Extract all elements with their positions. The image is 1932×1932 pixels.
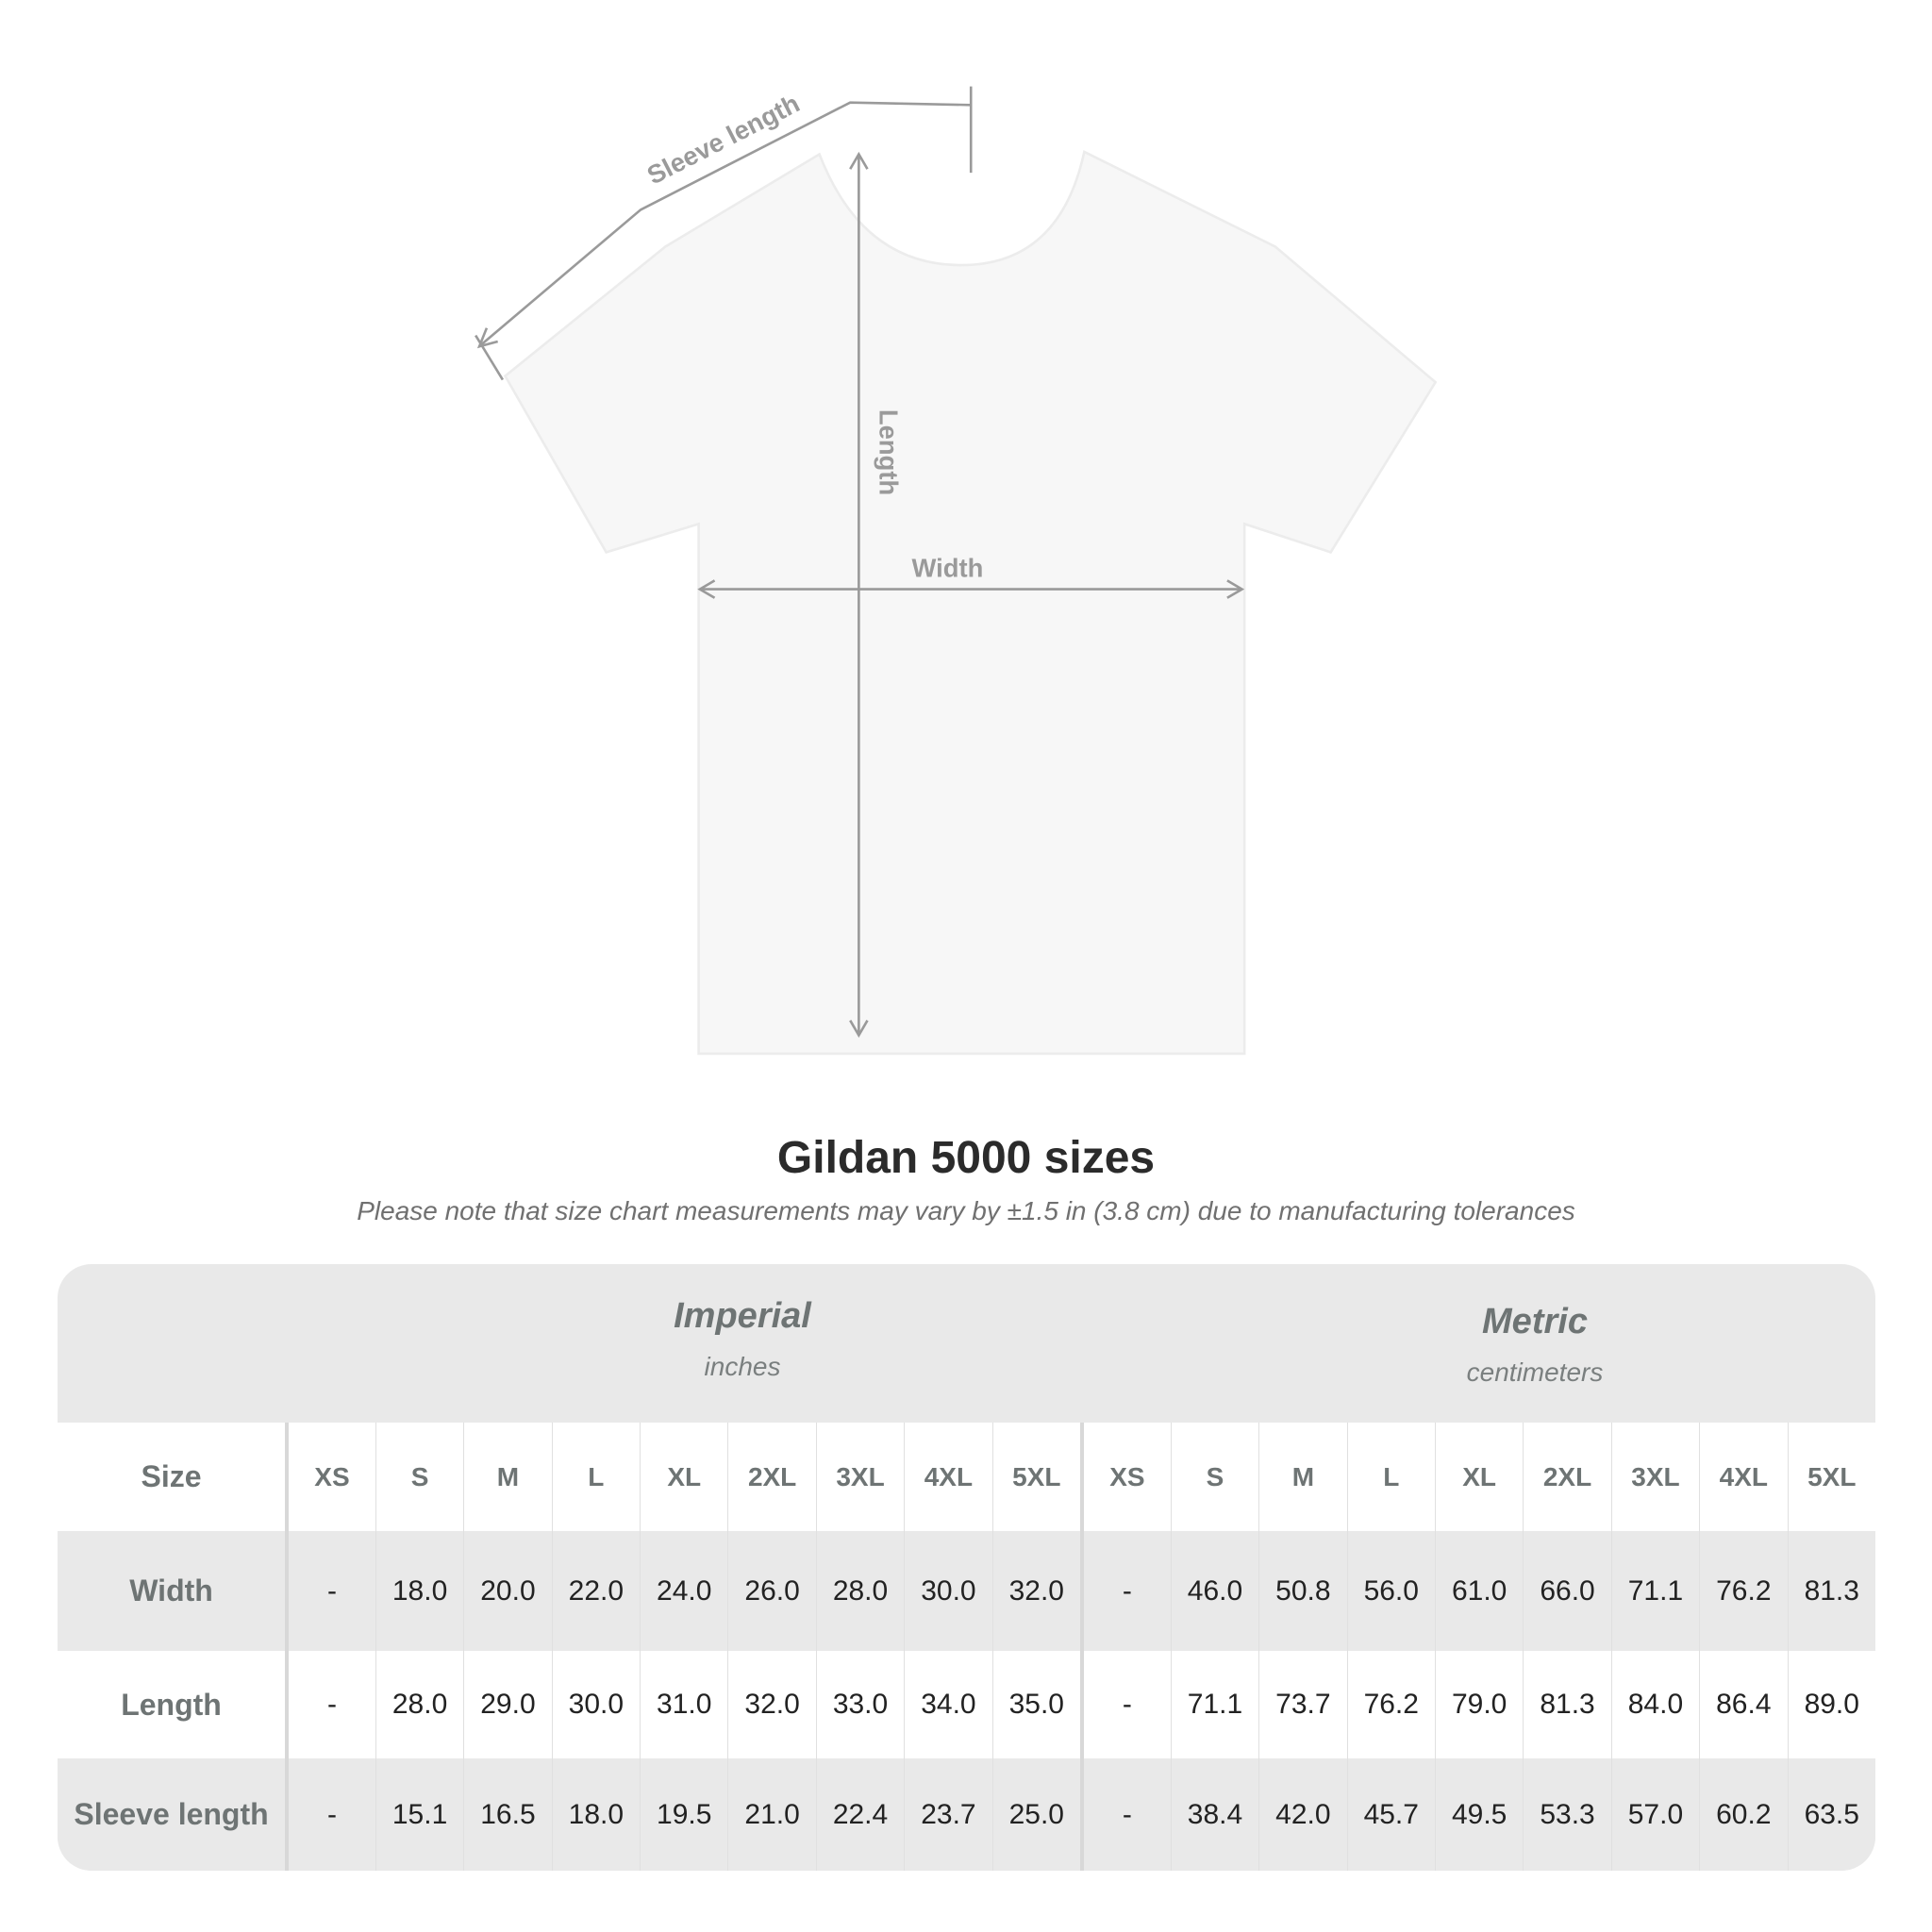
metric-cell: 71.1: [1610, 1531, 1700, 1651]
imperial-cell: 34.0: [904, 1651, 993, 1758]
imperial-cell: 22.4: [815, 1758, 905, 1871]
imperial-header: Imperial inches: [346, 1296, 1139, 1382]
imperial-cell: 23.7: [904, 1758, 993, 1871]
size-header-row: Size XS S M L XL 2XL 3XL 4XL 5XL XS S M L XL 2XL 3XL 4XL 5…: [58, 1423, 1875, 1531]
imperial-cell: 22.0: [551, 1531, 641, 1651]
table-row: Length -28.0 29.0 30.0 31.0 32.0 33.0 34.0 35.0-…: [58, 1651, 1875, 1758]
imperial-cell: 26.0: [727, 1531, 817, 1651]
imperial-cell: 32.0: [727, 1651, 817, 1758]
metric-cell: 53.3: [1523, 1758, 1612, 1871]
metric-cell: 73.7: [1258, 1651, 1348, 1758]
metric-cell: -: [1079, 1531, 1172, 1651]
imperial-cell: 19.5: [640, 1758, 728, 1871]
metric-title: Metric: [1482, 1302, 1588, 1341]
imperial-cell: 18.0: [551, 1758, 641, 1871]
metric-cell: 76.2: [1699, 1531, 1789, 1651]
imperial-cell: 15.1: [375, 1758, 464, 1871]
imperial-cell: 28.0: [815, 1531, 905, 1651]
imperial-cell: 21.0: [727, 1758, 817, 1871]
size-table: Imperial inches Metric centimeters Size X…: [58, 1264, 1875, 1871]
metric-cell: 57.0: [1610, 1758, 1700, 1871]
imperial-cell: -: [286, 1651, 376, 1758]
imperial-cell: 33.0: [815, 1651, 905, 1758]
metric-cell: 81.3: [1523, 1651, 1612, 1758]
imperial-size-4xl: 4XL: [904, 1423, 993, 1531]
size-header-label: Size: [58, 1423, 290, 1531]
imperial-cell: 31.0: [640, 1651, 728, 1758]
metric-cell: 86.4: [1699, 1651, 1789, 1758]
imperial-cell: 30.0: [551, 1651, 641, 1758]
metric-cell: 61.0: [1434, 1531, 1524, 1651]
row-label: Sleeve length: [58, 1758, 290, 1871]
imperial-cell: -: [286, 1531, 376, 1651]
imperial-cell: 25.0: [991, 1758, 1082, 1871]
size-grid: Size XS S M L XL 2XL 3XL 4XL 5XL XS S M L XL 2XL 3XL 4XL 5…: [58, 1423, 1875, 1871]
metric-cell: 45.7: [1346, 1758, 1436, 1871]
imperial-size-l: L: [551, 1423, 641, 1531]
table-row: Width -18.0 20.0 22.0 24.0 26.0 28.0 30.0 32.0-4…: [58, 1531, 1875, 1651]
imperial-size-xl: XL: [640, 1423, 728, 1531]
metric-size-2xl: 2XL: [1523, 1423, 1612, 1531]
metric-cell: 76.2: [1346, 1651, 1436, 1758]
sleeve-length-arrow: [479, 101, 972, 346]
metric-cell: 66.0: [1523, 1531, 1612, 1651]
metric-cell: 89.0: [1787, 1651, 1875, 1758]
metric-cell: 81.3: [1787, 1531, 1875, 1651]
imperial-unit: inches: [704, 1352, 781, 1381]
metric-unit: centimeters: [1466, 1357, 1604, 1387]
chart-title: Gildan 5000 sizes: [776, 1133, 1156, 1183]
metric-size-l: L: [1346, 1423, 1436, 1531]
metric-size-m: M: [1258, 1423, 1348, 1531]
row-label: Length: [58, 1651, 290, 1758]
length-label: Length: [874, 409, 904, 495]
table-row: Sleeve length -15.1 16.5 18.0 19.5 21.0 22.4 23…: [58, 1758, 1875, 1871]
metric-cell: 84.0: [1610, 1651, 1700, 1758]
imperial-title: Imperial: [674, 1296, 811, 1336]
imperial-cell: 24.0: [640, 1531, 728, 1651]
imperial-size-3xl: 3XL: [815, 1423, 905, 1531]
metric-cell: 49.5: [1434, 1758, 1524, 1871]
imperial-cell: 32.0: [991, 1531, 1082, 1651]
imperial-cell: 28.0: [375, 1651, 464, 1758]
metric-cell: 42.0: [1258, 1758, 1348, 1871]
metric-cell: -: [1079, 1758, 1172, 1871]
imperial-size-m: M: [463, 1423, 553, 1531]
imperial-size-2xl: 2XL: [727, 1423, 817, 1531]
tshirt-diagram: Sleeve length Length Width: [475, 86, 1438, 1056]
imperial-cell: -: [286, 1758, 376, 1871]
metric-cell: 56.0: [1346, 1531, 1436, 1651]
metric-size-5xl: 5XL: [1787, 1423, 1875, 1531]
imperial-cell: 16.5: [463, 1758, 553, 1871]
metric-cell: 46.0: [1170, 1531, 1259, 1651]
tshirt-shape: [503, 149, 1438, 1056]
metric-size-xs: XS: [1079, 1423, 1172, 1531]
metric-cell: 50.8: [1258, 1531, 1348, 1651]
metric-cell: 60.2: [1699, 1758, 1789, 1871]
imperial-cell: 20.0: [463, 1531, 553, 1651]
imperial-cell: 18.0: [375, 1531, 464, 1651]
imperial-size-xs: XS: [286, 1423, 376, 1531]
imperial-cell: 35.0: [991, 1651, 1082, 1758]
imperial-cell: 29.0: [463, 1651, 553, 1758]
metric-cell: -: [1079, 1651, 1172, 1758]
metric-cell: 63.5: [1787, 1758, 1875, 1871]
metric-size-s: S: [1170, 1423, 1259, 1531]
imperial-size-s: S: [375, 1423, 464, 1531]
metric-cell: 71.1: [1170, 1651, 1259, 1758]
metric-size-xl: XL: [1434, 1423, 1524, 1531]
imperial-cell: 30.0: [904, 1531, 993, 1651]
metric-cell: 38.4: [1170, 1758, 1259, 1871]
row-label: Width: [58, 1531, 290, 1651]
metric-header: Metric centimeters: [1139, 1302, 1875, 1388]
metric-size-4xl: 4XL: [1699, 1423, 1789, 1531]
metric-cell: 79.0: [1434, 1651, 1524, 1758]
tolerance-note: Please note that size chart measurements…: [357, 1196, 1575, 1225]
imperial-size-5xl: 5XL: [991, 1423, 1082, 1531]
width-label: Width: [912, 554, 984, 583]
metric-size-3xl: 3XL: [1610, 1423, 1700, 1531]
